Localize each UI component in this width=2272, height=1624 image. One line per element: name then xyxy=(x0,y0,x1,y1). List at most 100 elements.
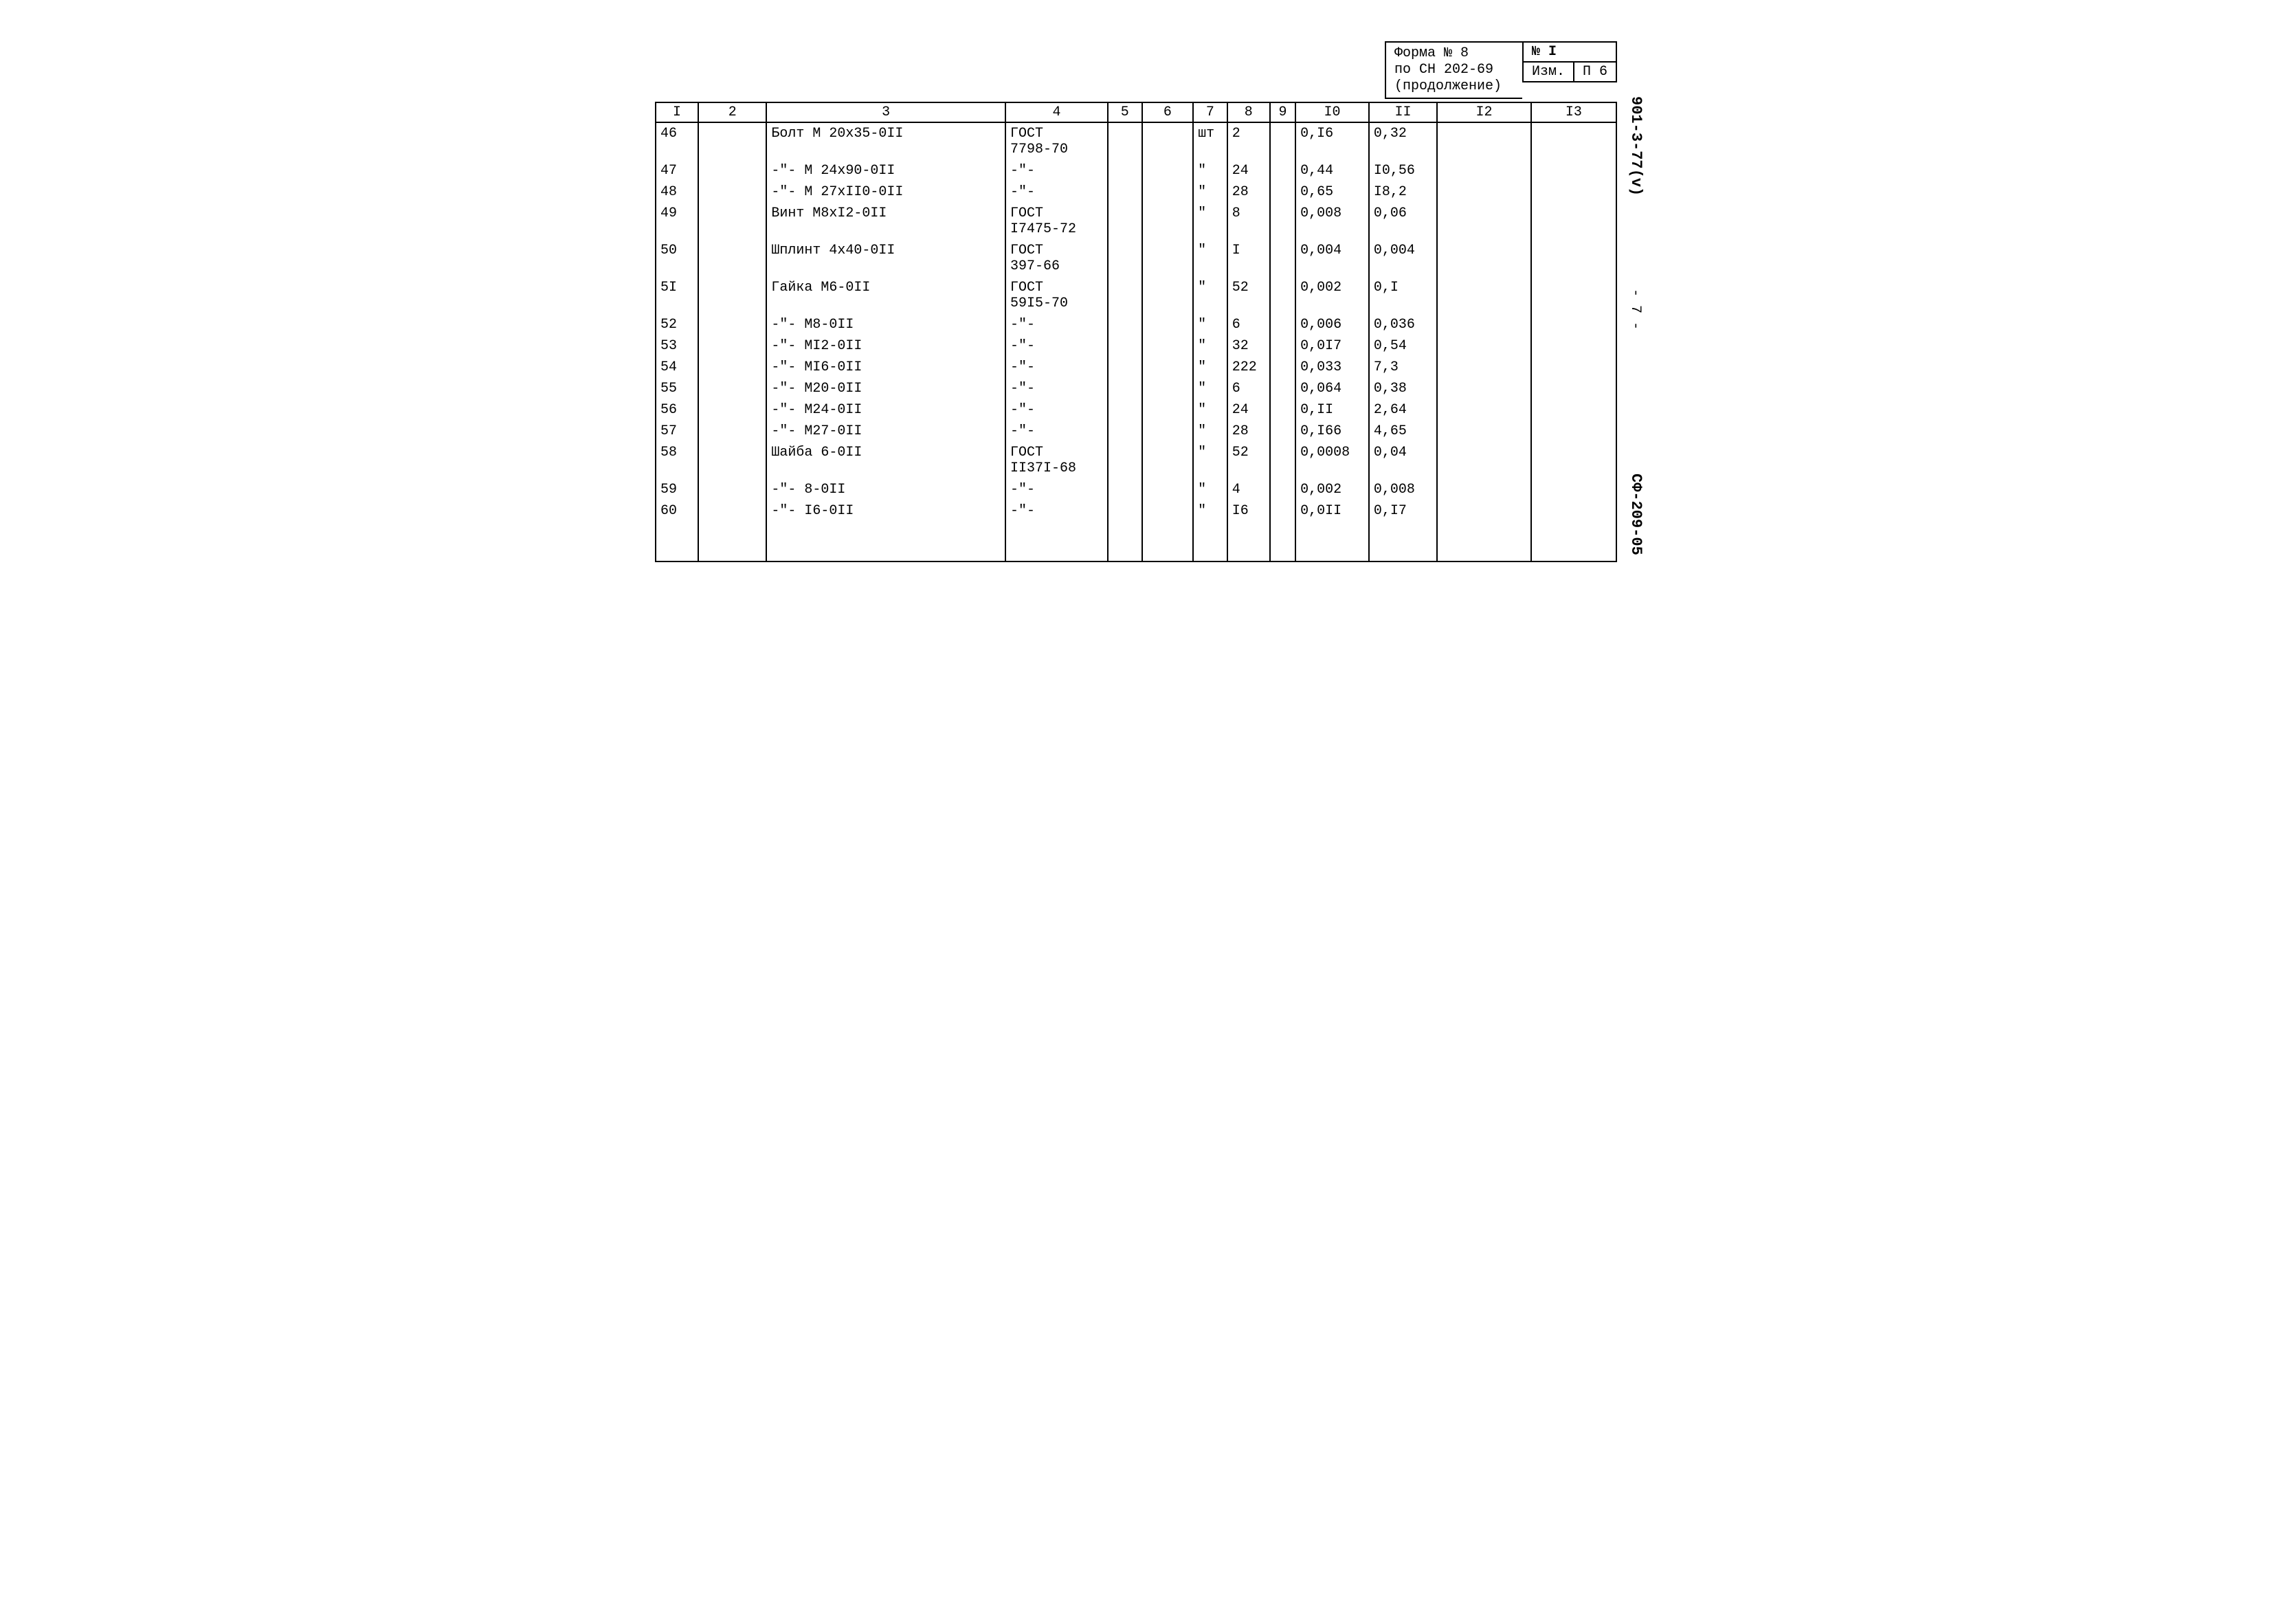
cell-c2 xyxy=(698,240,766,277)
table-body: 46Болт М 20х35-0IIГОСТ7798-70шт20,I60,32… xyxy=(656,122,1616,561)
cell-c12 xyxy=(1437,479,1531,500)
cell-c1: 50 xyxy=(656,240,698,277)
table-row: 50Шплинт 4x40-0IIГОСТ397-66"I0,0040,004 xyxy=(656,240,1616,277)
cell-c11: I8,2 xyxy=(1369,181,1437,203)
cell-c6 xyxy=(1142,277,1193,314)
cell-c13 xyxy=(1531,421,1616,442)
cell-c2 xyxy=(698,314,766,335)
cell-c10: 0,008 xyxy=(1295,203,1369,240)
table-row: 47-"- М 24х90-0II-"-"240,44I0,56 xyxy=(656,160,1616,181)
cell-c5 xyxy=(1108,378,1142,399)
cell-c11: 0,32 xyxy=(1369,122,1437,160)
cell-pad xyxy=(1270,522,1295,561)
cell-c3: Винт М8xI2-0II xyxy=(766,203,1005,240)
table-row: 59-"- 8-0II-"-"40,0020,008 xyxy=(656,479,1616,500)
cell-c8: 28 xyxy=(1227,181,1270,203)
header-area: Форма № 8 по СН 202-69 (продолжение) № I… xyxy=(655,41,1617,99)
col-header-13: I3 xyxy=(1531,102,1616,122)
cell-c12 xyxy=(1437,500,1531,522)
cell-c2 xyxy=(698,500,766,522)
cell-c8: I6 xyxy=(1227,500,1270,522)
cell-c8: 32 xyxy=(1227,335,1270,357)
cell-c12 xyxy=(1437,421,1531,442)
cell-c11: 0,54 xyxy=(1369,335,1437,357)
cell-pad xyxy=(1369,522,1437,561)
spec-table: I 2 3 4 5 6 7 8 9 I0 II I2 I3 46Болт М 2… xyxy=(655,102,1617,562)
cell-c9 xyxy=(1270,160,1295,181)
cell-c12 xyxy=(1437,314,1531,335)
cell-c2 xyxy=(698,277,766,314)
cell-c13 xyxy=(1531,335,1616,357)
cell-c6 xyxy=(1142,399,1193,421)
cell-c13 xyxy=(1531,240,1616,277)
cell-c13 xyxy=(1531,500,1616,522)
cell-c9 xyxy=(1270,240,1295,277)
cell-c7: " xyxy=(1193,479,1227,500)
cell-c5 xyxy=(1108,277,1142,314)
side-label-page: - 7 - xyxy=(1627,289,1643,330)
cell-c6 xyxy=(1142,181,1193,203)
cell-c8: 24 xyxy=(1227,399,1270,421)
cell-c13 xyxy=(1531,314,1616,335)
cell-c5 xyxy=(1108,442,1142,479)
cell-c12 xyxy=(1437,335,1531,357)
cell-c5 xyxy=(1108,479,1142,500)
cell-c5 xyxy=(1108,421,1142,442)
cell-c9 xyxy=(1270,277,1295,314)
table-header: I 2 3 4 5 6 7 8 9 I0 II I2 I3 xyxy=(656,102,1616,122)
cell-pad xyxy=(1227,522,1270,561)
col-header-12: I2 xyxy=(1437,102,1531,122)
cell-c11: 0,I xyxy=(1369,277,1437,314)
col-header-8: 8 xyxy=(1227,102,1270,122)
table-row: 48-"- М 27xII0-0II-"-"280,65I8,2 xyxy=(656,181,1616,203)
cell-c6 xyxy=(1142,160,1193,181)
cell-c6 xyxy=(1142,378,1193,399)
cell-c12 xyxy=(1437,160,1531,181)
cell-c13 xyxy=(1531,399,1616,421)
cell-c3: -"- I6-0II xyxy=(766,500,1005,522)
cell-c2 xyxy=(698,378,766,399)
cell-c6 xyxy=(1142,122,1193,160)
form-p6: П 6 xyxy=(1574,63,1617,82)
col-header-4: 4 xyxy=(1005,102,1108,122)
cell-c10: 0,I66 xyxy=(1295,421,1369,442)
cell-c10: 0,44 xyxy=(1295,160,1369,181)
cell-c13 xyxy=(1531,378,1616,399)
cell-pad xyxy=(1108,522,1142,561)
cell-c2 xyxy=(698,160,766,181)
cell-c10: 0,0I7 xyxy=(1295,335,1369,357)
cell-c7: " xyxy=(1193,335,1227,357)
table-row: 56-"- М24-0II-"-"240,II2,64 xyxy=(656,399,1616,421)
cell-c7: " xyxy=(1193,203,1227,240)
cell-c4: -"- xyxy=(1005,357,1108,378)
cell-c6 xyxy=(1142,357,1193,378)
cell-c13 xyxy=(1531,442,1616,479)
cell-c11: 7,3 xyxy=(1369,357,1437,378)
table-row-padding xyxy=(656,522,1616,561)
cell-c7: " xyxy=(1193,357,1227,378)
cell-c12 xyxy=(1437,277,1531,314)
cell-c9 xyxy=(1270,203,1295,240)
cell-c5 xyxy=(1108,160,1142,181)
cell-c6 xyxy=(1142,240,1193,277)
cell-c12 xyxy=(1437,378,1531,399)
cell-c8: 8 xyxy=(1227,203,1270,240)
side-label-form-id: СФ-209-05 xyxy=(1627,474,1645,555)
cell-c5 xyxy=(1108,122,1142,160)
cell-c9 xyxy=(1270,479,1295,500)
cell-c3: -"- М8-0II xyxy=(766,314,1005,335)
cell-c10: 0,006 xyxy=(1295,314,1369,335)
cell-c3: -"- М24-0II xyxy=(766,399,1005,421)
table-row: 57-"- М27-0II-"-"280,I664,65 xyxy=(656,421,1616,442)
cell-pad xyxy=(656,522,698,561)
table-row: 52-"- М8-0II-"-"60,0060,036 xyxy=(656,314,1616,335)
cell-c4: -"- xyxy=(1005,160,1108,181)
cell-c8: 6 xyxy=(1227,378,1270,399)
cell-c9 xyxy=(1270,378,1295,399)
cell-c2 xyxy=(698,421,766,442)
cell-c11: 0,I7 xyxy=(1369,500,1437,522)
cell-c2 xyxy=(698,203,766,240)
cell-c4: -"- xyxy=(1005,314,1108,335)
cell-pad xyxy=(766,522,1005,561)
form-title-line1: Форма № 8 xyxy=(1394,45,1502,62)
